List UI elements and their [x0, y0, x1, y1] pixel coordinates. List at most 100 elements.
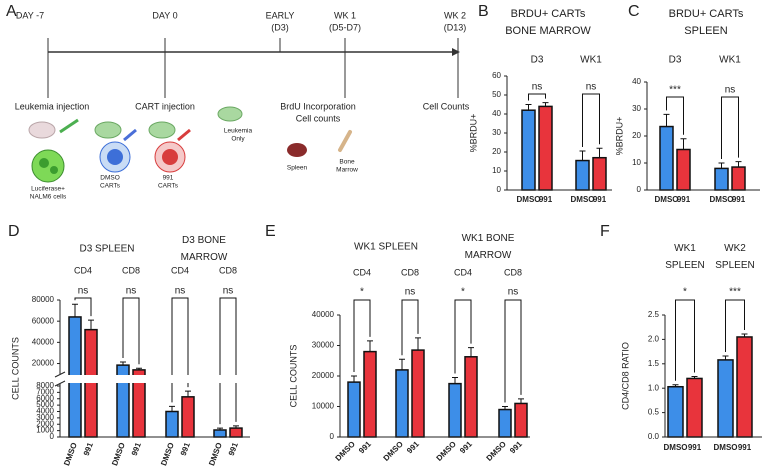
x-tick-label: DMSO: [714, 443, 738, 452]
panel-letter: C: [628, 3, 640, 20]
cluster-label: CD8: [401, 267, 419, 277]
axis-break: [54, 375, 252, 383]
group-label: SPLEEN: [665, 260, 704, 271]
y-tick-label: 60000: [32, 316, 55, 325]
significance-label: ***: [669, 85, 681, 96]
bar: [714, 167, 729, 191]
cell-icon: [39, 158, 49, 168]
error-bar: [672, 384, 679, 387]
bar: [667, 385, 684, 438]
y-tick-label: 50: [492, 90, 501, 99]
cluster-label: CD8: [504, 267, 522, 277]
x-tick-label: DMSO: [710, 195, 734, 204]
icon-label: Luciferase+: [31, 186, 65, 193]
x-tick-label: 991: [458, 439, 474, 455]
y-tick-label: 0: [330, 432, 335, 441]
y-tick-label: 20000: [312, 371, 335, 380]
error-bar: [518, 398, 524, 404]
timeline-label: (D5-D7): [329, 22, 361, 32]
group-label: WK1 SPLEEN: [354, 242, 418, 253]
x-tick-label: DMSO: [485, 440, 508, 463]
panel-letter: F: [600, 223, 610, 240]
significance-bracket: [74, 297, 92, 317]
x-tick-label: 991: [508, 439, 524, 455]
error-bar: [120, 361, 126, 366]
panel-letter: B: [478, 3, 489, 20]
significance-bracket: [675, 299, 695, 381]
error-bar: [217, 427, 223, 430]
bar: [538, 105, 553, 191]
step-label: Cell Counts: [423, 101, 470, 111]
icon-label: NALM6 cells: [30, 194, 67, 201]
group-label: MARROW: [181, 252, 228, 263]
y-axis-label: %BRDU+: [468, 114, 478, 153]
x-tick-label: DMSO: [110, 441, 127, 467]
bar: [363, 350, 377, 438]
panel-letter: D: [8, 223, 20, 240]
bar: [213, 429, 227, 438]
syringe-icon: [123, 128, 137, 142]
cell-icon: [162, 149, 178, 165]
y-tick-label: 0: [637, 185, 642, 194]
bar: [659, 125, 674, 191]
bar: [575, 159, 590, 191]
bar: [84, 328, 98, 438]
cluster-label: CD4: [353, 267, 371, 277]
y-tick-label: 20000: [32, 359, 55, 368]
significance-label: *: [461, 287, 465, 298]
timeline-label: DAY 0: [152, 10, 177, 20]
error-bar: [415, 337, 421, 351]
y-tick-label: 0.5: [648, 408, 660, 417]
x-tick-label: DMSO: [655, 195, 679, 204]
x-tick-label: 991: [82, 441, 95, 457]
chart-title: BRDU+ CARTs: [511, 8, 586, 20]
break-mark: [54, 371, 66, 378]
cluster-label: CD4: [74, 265, 92, 275]
x-tick-label: 991: [738, 443, 752, 452]
cell-icon: [50, 166, 58, 174]
significance-label: ***: [729, 287, 741, 298]
error-bar: [452, 377, 458, 384]
x-tick-label: DMSO: [571, 195, 595, 204]
y-tick-label: 1.5: [648, 359, 660, 368]
timeline-label: WK 2: [444, 10, 466, 20]
y-tick-label: 1.0: [648, 383, 660, 392]
y-tick-label: 10000: [312, 402, 335, 411]
cell-icon: [107, 149, 123, 165]
group-label: WK1: [719, 55, 741, 66]
error-bar: [663, 113, 670, 127]
significance-label: ns: [175, 286, 186, 297]
error-bar: [367, 340, 373, 352]
bar: [181, 396, 195, 438]
error-bar: [680, 138, 687, 150]
x-tick-label: DMSO: [435, 440, 458, 463]
x-tick-label: 991: [688, 443, 702, 452]
bar: [464, 356, 478, 438]
x-tick-label: 991: [677, 195, 691, 204]
icon-label: Spleen: [287, 165, 308, 172]
bar: [592, 156, 607, 191]
timeline-arrow: [452, 48, 460, 56]
icon-label: Only: [231, 136, 245, 143]
y-tick-label: 10: [632, 158, 641, 167]
break-mark: [54, 380, 66, 387]
bar: [411, 349, 425, 438]
error-bar: [502, 406, 508, 410]
timeline-label: DAY -7: [16, 10, 44, 20]
x-tick-label: 991: [357, 439, 373, 455]
significance-label: ns: [405, 287, 416, 298]
bar: [514, 402, 528, 438]
bar: [498, 408, 512, 438]
significance-label: ns: [126, 286, 137, 297]
y-tick-label: 1000: [36, 426, 54, 435]
y-tick-label: 40000: [32, 337, 55, 346]
mouse-icon: [28, 121, 56, 139]
cluster-label: CD4: [454, 267, 472, 277]
timeline-label: (D3): [271, 22, 289, 32]
x-tick-label: DMSO: [382, 440, 405, 463]
error-bar: [722, 355, 729, 360]
x-tick-label: DMSO: [62, 441, 79, 467]
panel-letter: E: [265, 223, 276, 240]
y-tick-label: 8000: [36, 381, 54, 390]
